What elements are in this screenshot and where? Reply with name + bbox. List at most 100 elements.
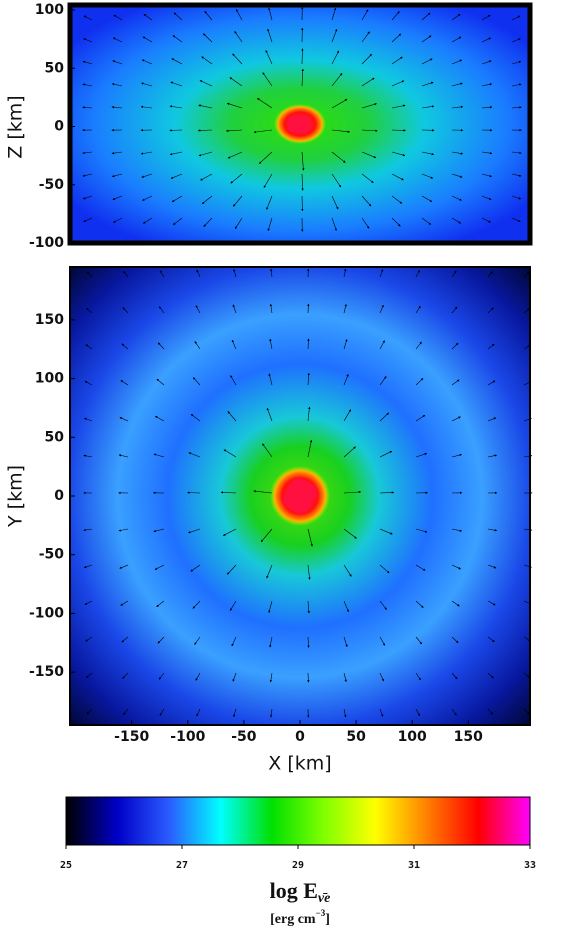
vector-arrow bbox=[523, 672, 530, 678]
vector-arrow bbox=[83, 15, 93, 21]
vector-arrow bbox=[523, 271, 530, 278]
vector-arrow bbox=[421, 195, 433, 202]
y-tick-label: -100 bbox=[29, 235, 64, 251]
vector-arrow bbox=[451, 342, 459, 350]
x-tick-label: 0 bbox=[295, 729, 305, 745]
vector-arrow bbox=[262, 443, 273, 458]
vector-arrow bbox=[82, 173, 93, 177]
vector-arrow bbox=[85, 344, 93, 350]
vector-arrow bbox=[421, 12, 431, 21]
vector-arrow bbox=[266, 195, 273, 210]
colorbar-tick-label: 27 bbox=[176, 860, 188, 871]
vector-arrow bbox=[229, 77, 243, 87]
vector-arrow bbox=[511, 60, 522, 65]
vector-arrow bbox=[391, 217, 401, 227]
vector-arrow bbox=[140, 151, 153, 155]
vector-arrow bbox=[343, 303, 347, 314]
vector-arrow bbox=[361, 195, 372, 207]
vector-arrow bbox=[157, 636, 165, 644]
vector-arrow bbox=[122, 307, 129, 314]
vector-arrow bbox=[379, 672, 384, 682]
vector-arrow bbox=[343, 339, 348, 350]
unit-part: [erg cm bbox=[270, 912, 316, 927]
vector-arrow bbox=[156, 600, 165, 607]
vector-arrow bbox=[421, 151, 435, 156]
vector-arrow bbox=[379, 450, 393, 458]
vector-arrow bbox=[331, 151, 346, 163]
vector-arrow bbox=[361, 151, 377, 159]
vector-arrow bbox=[301, 173, 304, 191]
vector-arrow bbox=[451, 105, 464, 109]
vector-arrow bbox=[331, 28, 338, 43]
vector-arrow bbox=[195, 305, 201, 314]
y-tick-label: -50 bbox=[39, 547, 65, 563]
vector-arrow bbox=[391, 33, 402, 43]
vector-arrow bbox=[523, 308, 530, 314]
vector-arrow bbox=[331, 50, 340, 65]
vector-arrow bbox=[112, 37, 123, 43]
colorbar bbox=[65, 796, 531, 846]
vector-arrow bbox=[190, 564, 201, 572]
unit-part: −3 bbox=[316, 908, 326, 918]
vector-arrow bbox=[415, 528, 428, 533]
vector-arrow bbox=[421, 173, 434, 179]
vector-arrow bbox=[451, 36, 462, 43]
x-tick-label: -100 bbox=[170, 729, 205, 745]
vector-arrow bbox=[331, 99, 348, 109]
vector-arrow bbox=[233, 708, 237, 718]
vector-arrow bbox=[361, 103, 377, 109]
vector-arrow bbox=[153, 528, 165, 533]
vector-arrow bbox=[451, 672, 458, 680]
vector-arrow bbox=[141, 173, 153, 178]
vector-arrow bbox=[511, 173, 522, 177]
vector-arrow bbox=[511, 151, 522, 155]
vector-arrow bbox=[267, 217, 273, 232]
vector-arrow bbox=[361, 77, 375, 87]
vector-arrow bbox=[270, 268, 273, 278]
vector-arrow bbox=[123, 270, 129, 278]
vector-arrow bbox=[415, 708, 420, 717]
vector-arrow bbox=[267, 28, 273, 43]
vector-arrow bbox=[121, 636, 129, 643]
vector-arrow bbox=[112, 60, 123, 65]
vector-arrow bbox=[83, 528, 93, 532]
y-tick-label: 150 bbox=[35, 312, 64, 328]
colorbar-tick-label: 31 bbox=[408, 860, 420, 871]
vector-arrow bbox=[197, 129, 213, 132]
panel-xy bbox=[69, 266, 533, 726]
vector-arrow bbox=[451, 14, 461, 21]
vector-arrow bbox=[301, 151, 305, 171]
vector-arrow bbox=[269, 338, 273, 350]
vector-arrow bbox=[307, 528, 313, 547]
vector-arrow bbox=[119, 564, 129, 569]
vector-arrow bbox=[421, 105, 435, 109]
vector-arrow bbox=[343, 636, 348, 648]
vector-arrow bbox=[230, 375, 237, 386]
y-tick-label: 50 bbox=[45, 60, 65, 76]
vector-arrow bbox=[141, 82, 153, 87]
vector-arrow bbox=[421, 35, 432, 43]
vector-arrow bbox=[523, 454, 533, 458]
vector-arrow bbox=[196, 708, 201, 717]
vector-arrow bbox=[140, 105, 153, 109]
vector-arrow bbox=[361, 217, 370, 229]
vector-arrow bbox=[111, 83, 123, 87]
vector-arrow bbox=[173, 12, 183, 21]
vector-arrow bbox=[85, 636, 93, 642]
unit-part: ] bbox=[325, 912, 330, 927]
vector-arrow bbox=[112, 195, 123, 200]
y-tick-label: -50 bbox=[39, 177, 65, 193]
vector-arrow bbox=[451, 600, 460, 607]
vector-arrow bbox=[379, 708, 384, 717]
vector-arrow bbox=[451, 453, 462, 458]
vector-arrow bbox=[391, 195, 403, 204]
vector-arrow bbox=[232, 672, 237, 682]
panel-xz bbox=[67, 2, 533, 246]
vector-arrow bbox=[143, 13, 153, 21]
vector-arrow bbox=[82, 195, 93, 200]
vector-arrow bbox=[234, 217, 243, 230]
vector-arrow bbox=[83, 217, 93, 222]
vector-arrow bbox=[343, 268, 347, 278]
vector-arrow bbox=[343, 528, 357, 539]
vector-arrow bbox=[451, 564, 462, 570]
